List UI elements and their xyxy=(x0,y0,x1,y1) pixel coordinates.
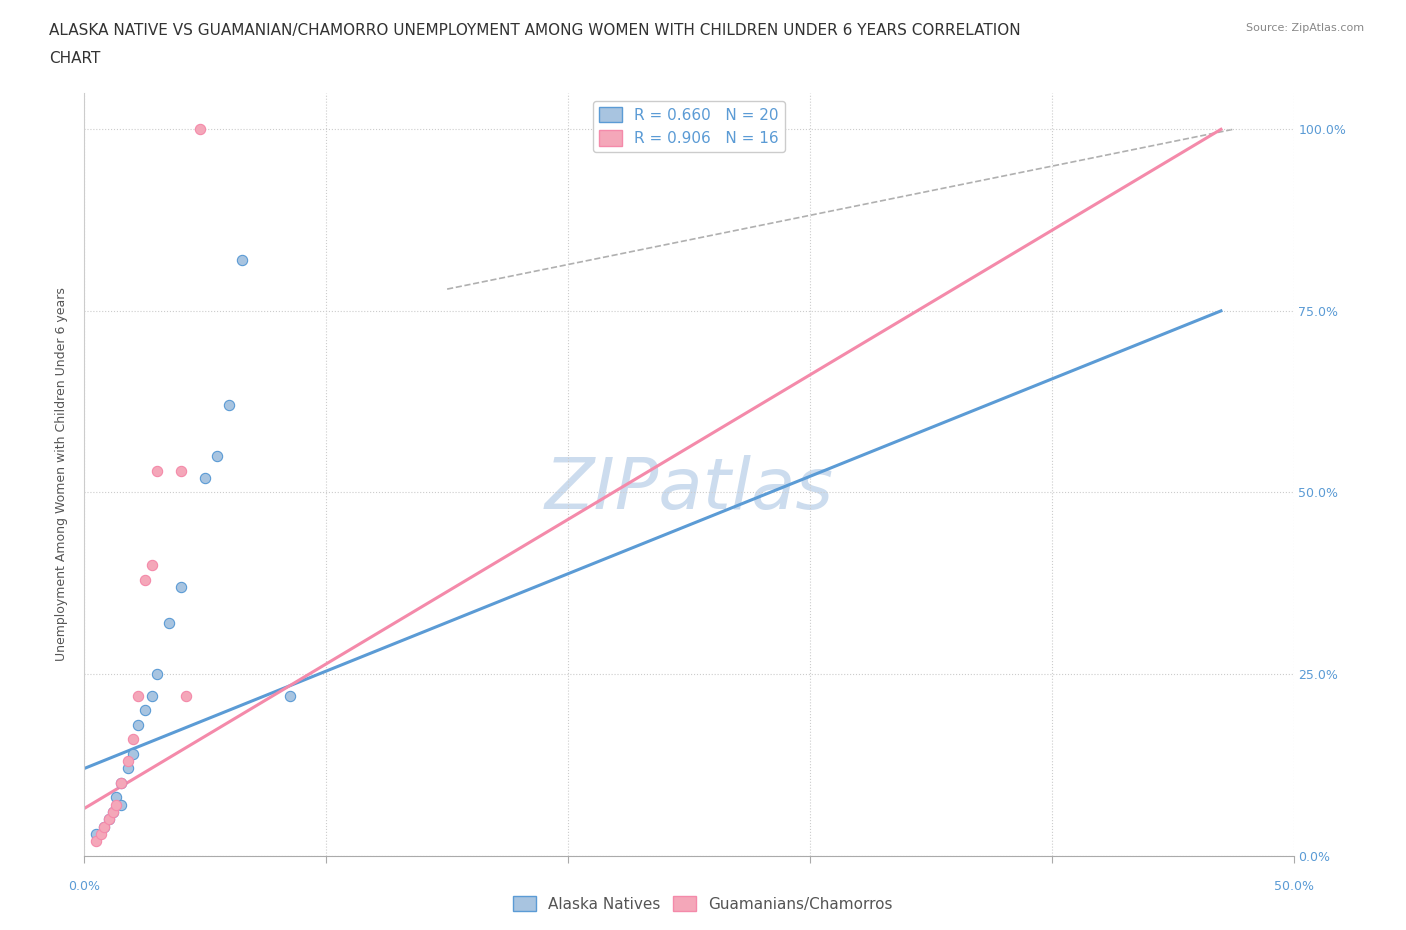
Point xyxy=(117,761,139,776)
Text: ZIPatlas: ZIPatlas xyxy=(544,455,834,524)
Point xyxy=(170,579,193,594)
Text: 0.0%: 0.0% xyxy=(69,881,100,894)
Point xyxy=(146,463,169,478)
Point xyxy=(190,122,212,137)
Point xyxy=(86,833,108,848)
Point xyxy=(117,753,139,768)
Text: CHART: CHART xyxy=(49,51,101,66)
Point xyxy=(104,797,127,812)
Y-axis label: Unemployment Among Women with Children Under 6 years: Unemployment Among Women with Children U… xyxy=(55,287,69,661)
Point xyxy=(93,819,115,834)
Point xyxy=(218,398,240,413)
Text: Source: ZipAtlas.com: Source: ZipAtlas.com xyxy=(1246,23,1364,33)
Point xyxy=(121,747,143,762)
Point xyxy=(103,804,125,819)
Point xyxy=(121,732,143,747)
Point xyxy=(231,253,253,268)
Legend: R = 0.660   N = 20, R = 0.906   N = 16: R = 0.660 N = 20, R = 0.906 N = 16 xyxy=(593,100,785,153)
Point xyxy=(141,558,163,573)
Point xyxy=(110,776,132,790)
Point xyxy=(127,688,149,703)
Text: 50.0%: 50.0% xyxy=(1274,881,1313,894)
Point xyxy=(93,819,115,834)
Point xyxy=(157,616,180,631)
Point xyxy=(103,804,125,819)
Point xyxy=(174,688,197,703)
Point xyxy=(194,471,217,485)
Point xyxy=(141,688,163,703)
Point xyxy=(97,812,120,827)
Point xyxy=(104,790,127,805)
Point xyxy=(278,688,301,703)
Point xyxy=(127,717,149,732)
Point xyxy=(90,827,112,842)
Text: ALASKA NATIVE VS GUAMANIAN/CHAMORRO UNEMPLOYMENT AMONG WOMEN WITH CHILDREN UNDER: ALASKA NATIVE VS GUAMANIAN/CHAMORRO UNEM… xyxy=(49,23,1021,38)
Point xyxy=(97,812,120,827)
Point xyxy=(170,463,193,478)
Point xyxy=(134,572,156,587)
Point xyxy=(207,448,229,463)
Legend: Alaska Natives, Guamanians/Chamorros: Alaska Natives, Guamanians/Chamorros xyxy=(508,889,898,918)
Point xyxy=(110,776,132,790)
Point xyxy=(86,827,108,842)
Point xyxy=(134,703,156,718)
Point xyxy=(110,797,132,812)
Point xyxy=(146,667,169,682)
